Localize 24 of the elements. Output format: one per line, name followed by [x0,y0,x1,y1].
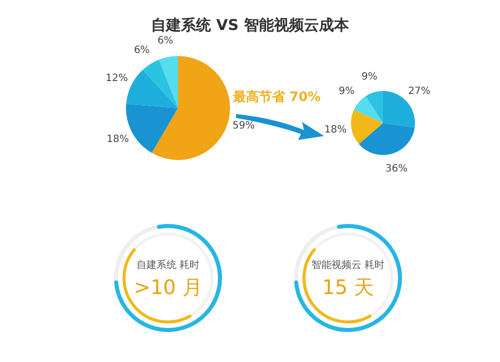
pie-slice [354,96,383,123]
pie-slice [152,56,230,160]
pie-slice [126,70,178,108]
data-label: 12% [106,72,128,84]
data-label: 6% [134,44,150,56]
data-label: 27% [408,86,430,98]
text: 智能视频云 耗时 [310,258,386,272]
data-label: 9% [362,71,378,82]
data-label: 9% [338,86,355,98]
data-label: 18% [324,124,347,136]
data-label: 18% [106,134,129,146]
text: 自建系统 耗时 [135,258,201,272]
text: 15 天 [321,274,375,301]
text: >10 月 [132,274,204,301]
pie-slice [366,91,383,123]
pie-slice [351,110,383,144]
pie-slice [142,60,178,108]
text: 最高节省 70% [233,88,321,106]
data-label: 36% [385,164,408,175]
chart-title: 自建系统 VS 智能视频云成本 [150,16,350,35]
pie-slice [159,56,178,108]
data-label: 6% [157,36,174,47]
pie-slice [358,123,415,155]
data-label: 59% [232,120,255,132]
